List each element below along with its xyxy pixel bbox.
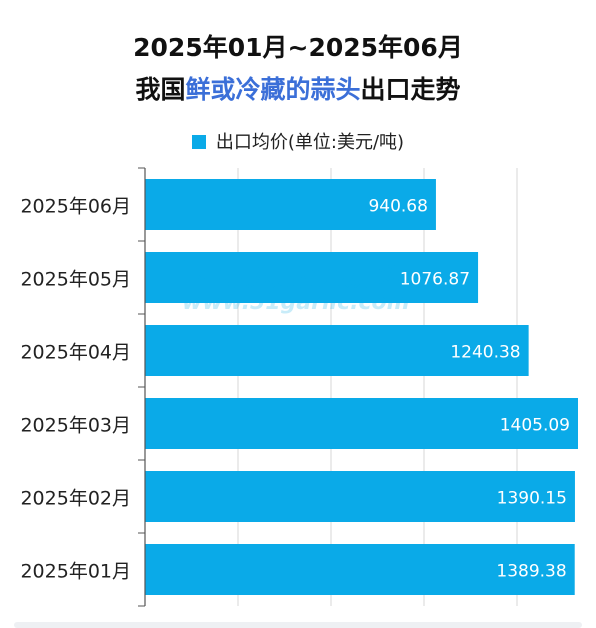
data-label: 1405.09: [500, 416, 570, 436]
category-label: 2025年02月: [20, 488, 131, 510]
data-label: 1076.87: [400, 270, 470, 290]
legend: 出口均价(单位:美元/吨): [0, 128, 596, 154]
bar: [145, 471, 575, 522]
category-label: 2025年05月: [20, 269, 131, 291]
title-prefix: 我国: [135, 75, 186, 104]
category-label: 2025年01月: [20, 561, 131, 583]
data-label: 1389.38: [496, 562, 566, 582]
chart-title-line2: 我国鲜或冷藏的蒜头出口走势: [0, 70, 596, 106]
data-label: 1240.38: [450, 343, 520, 363]
data-label: 1390.15: [497, 489, 567, 509]
legend-label: 出口均价(单位:美元/吨): [215, 132, 405, 153]
legend-swatch: [191, 135, 206, 149]
category-label: 2025年06月: [20, 196, 131, 218]
title-product-highlight: 鲜或冷藏的蒜头: [185, 75, 361, 104]
bar: [145, 179, 436, 230]
title-suffix: 出口走势: [360, 75, 461, 104]
bar: [145, 325, 529, 376]
bar: [145, 544, 575, 595]
data-label: 940.68: [368, 197, 427, 217]
category-label: 2025年03月: [20, 415, 131, 437]
bottom-scroll-bar: [14, 622, 582, 628]
category-label: 2025年04月: [20, 342, 131, 364]
bar: [145, 252, 479, 303]
bar: [145, 398, 578, 449]
chart-title-line1: 2025年01月~2025年06月: [133, 33, 463, 62]
